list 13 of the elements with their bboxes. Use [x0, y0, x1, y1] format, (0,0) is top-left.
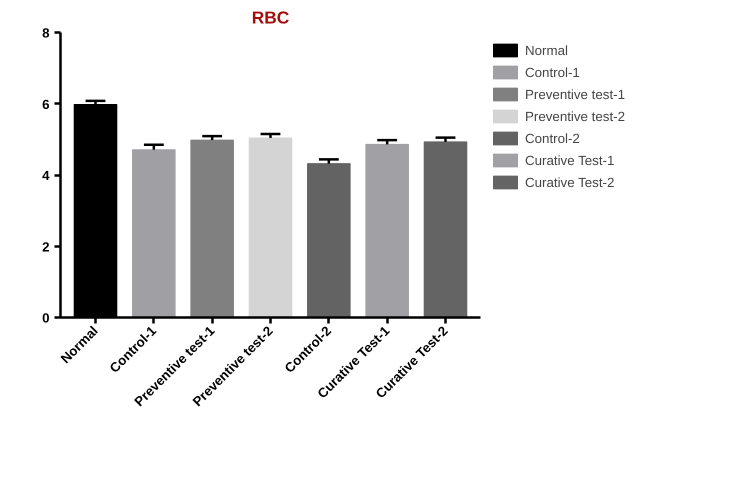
legend-label: Preventive test-1 [525, 86, 626, 102]
legend-label: Control-1 [525, 64, 580, 80]
chart-title: RBC [252, 8, 290, 28]
y-tick-label: 0 [42, 310, 50, 326]
y-tick-label: 6 [42, 96, 50, 112]
y-tick-label: 4 [42, 168, 50, 183]
legend-label: Curative Test-1 [525, 152, 614, 168]
y-tick-label: 8 [42, 26, 50, 40]
legend-label: Curative Test-2 [525, 174, 614, 190]
legend-label: Control-2 [525, 130, 580, 146]
legend-label: Preventive test-2 [525, 108, 626, 124]
legend-label: Normal [525, 42, 568, 58]
y-tick-label: 2 [42, 239, 50, 254]
